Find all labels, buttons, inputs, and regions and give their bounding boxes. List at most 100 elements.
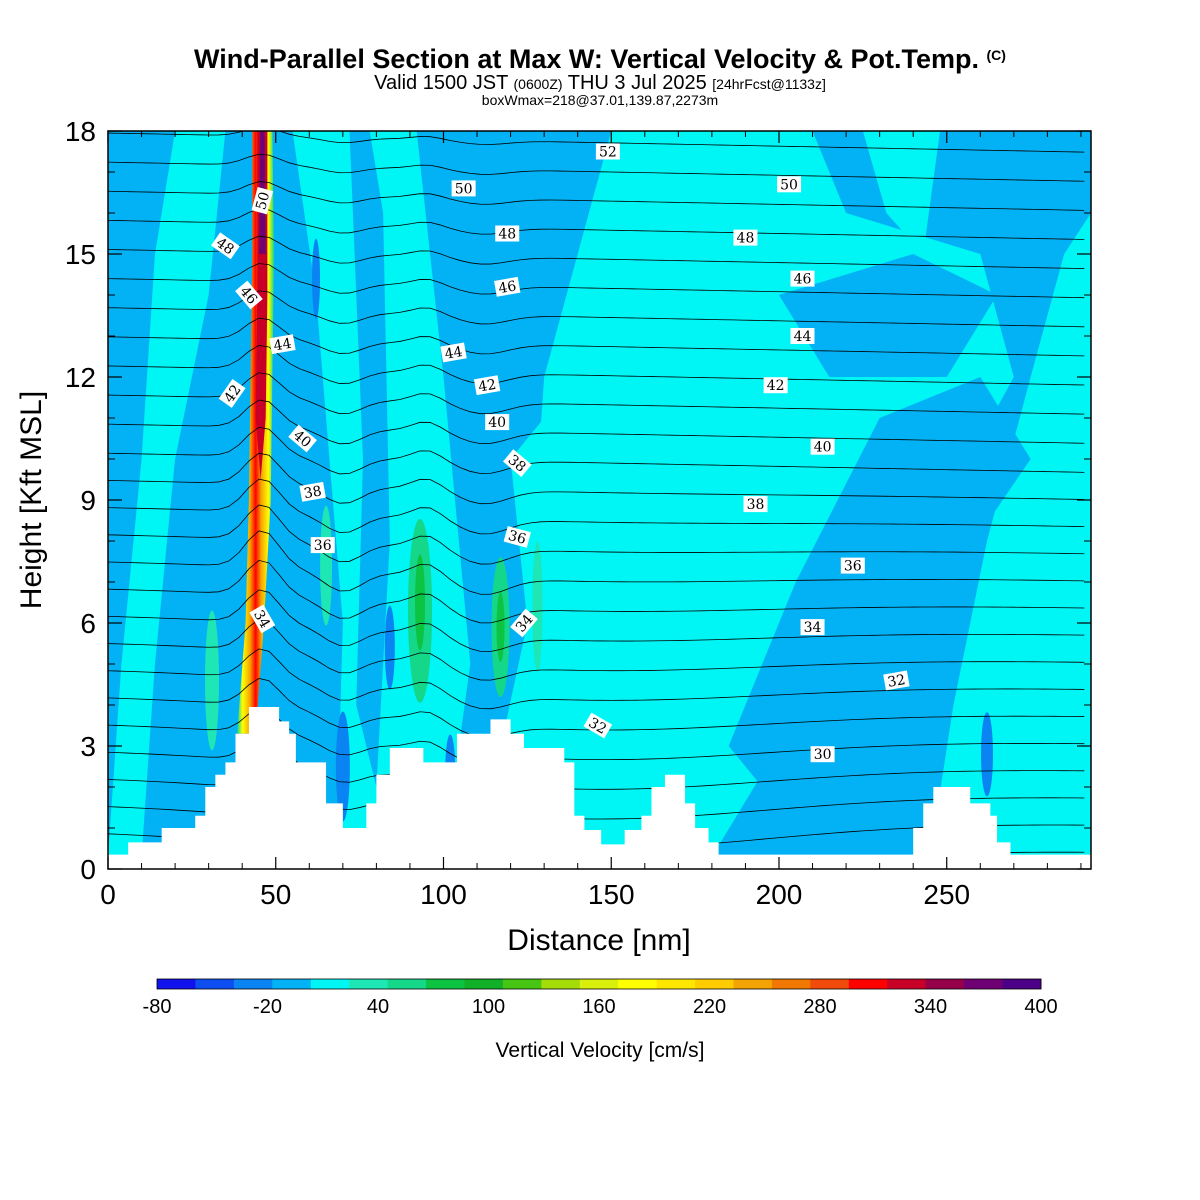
colorbar-swatch bbox=[1002, 979, 1042, 989]
x-axis-label: Distance [nm] bbox=[507, 924, 690, 957]
contour-label-bg bbox=[777, 176, 802, 193]
contour-label-bg bbox=[800, 619, 825, 636]
valid-time: Valid 1500 JST (0600Z) THU 3 Jul 2025 [2… bbox=[0, 72, 1200, 95]
x-tick-label: 200 bbox=[756, 879, 803, 910]
contour-label-bg bbox=[451, 180, 476, 197]
contour-label-bg bbox=[251, 187, 274, 215]
colorbar-swatch bbox=[695, 979, 735, 989]
contour-label: 36 bbox=[310, 537, 335, 554]
contour-label-text: 50 bbox=[455, 181, 473, 197]
downdraft-region bbox=[728, 377, 1031, 787]
contour-label-bg bbox=[510, 608, 538, 638]
colorbar-swatch bbox=[157, 979, 196, 989]
contour-label-text: 36 bbox=[844, 559, 862, 575]
theta-contour-line bbox=[108, 344, 1085, 386]
colorbar-swatch bbox=[541, 979, 581, 989]
contour-label: 32 bbox=[583, 712, 613, 739]
colorbar-tick-label: 340 bbox=[914, 996, 947, 1018]
contour-label: 44 bbox=[790, 328, 815, 345]
contour-label-bg bbox=[211, 232, 240, 260]
contour-label-bg bbox=[883, 670, 910, 691]
contour-label: 38 bbox=[743, 496, 768, 513]
colorbar: -80 -20 40 100 160 220 280 340 400 Vertical Veloc… bbox=[143, 978, 1058, 1062]
colorbar-label: Vertical Velocity [cm/s] bbox=[496, 1039, 705, 1062]
theta-contour-line bbox=[108, 589, 1085, 652]
theta-contour-line bbox=[108, 153, 1085, 182]
y-tick-label: 3 bbox=[80, 731, 96, 762]
contour-label-bg bbox=[763, 377, 788, 394]
downdraft-cell bbox=[335, 711, 350, 822]
theta-contour-line bbox=[108, 452, 1085, 505]
colorbar-swatch bbox=[502, 979, 542, 989]
contour-label: 42 bbox=[473, 375, 501, 396]
copyright-mark: (C) bbox=[986, 47, 1006, 63]
updraft-cell bbox=[496, 592, 505, 663]
terrain-shape bbox=[108, 707, 1091, 869]
theta-contour-line bbox=[108, 235, 1085, 269]
contour-label-bg bbox=[494, 276, 521, 297]
contour-label-bg bbox=[310, 537, 335, 554]
downdraft-cell bbox=[384, 605, 395, 690]
contour-label-bg bbox=[502, 449, 532, 477]
colorbar-swatch bbox=[810, 979, 850, 989]
colorbar-tick-label: 220 bbox=[693, 996, 726, 1018]
y-tick-label: 6 bbox=[80, 608, 96, 639]
colorbar-swatch bbox=[656, 979, 696, 989]
contour-label: 46 bbox=[494, 276, 521, 297]
y-tick-label: 15 bbox=[65, 239, 96, 270]
contour-label-bg bbox=[249, 604, 276, 634]
colorbar-tick-label: 40 bbox=[367, 996, 389, 1018]
contour-label-bg bbox=[299, 481, 326, 502]
contour-label-text: 38 bbox=[747, 497, 765, 513]
theta-contour-line bbox=[108, 478, 1085, 535]
y-tick-label: 18 bbox=[65, 116, 96, 147]
theta-contour-line bbox=[108, 181, 1085, 211]
theta-contour-line bbox=[108, 399, 1085, 445]
contour-label-text: 40 bbox=[814, 440, 832, 456]
contour-label-bg bbox=[733, 229, 758, 246]
contour-label: 40 bbox=[485, 414, 510, 431]
colorbar-tick-label: -20 bbox=[253, 996, 282, 1018]
x-tick-label: 100 bbox=[420, 879, 467, 910]
contour-label-bg bbox=[235, 280, 263, 310]
contour-label-text: 40 bbox=[488, 415, 506, 431]
contour-label-text: 32 bbox=[586, 715, 609, 738]
contour-label-bg bbox=[790, 328, 815, 344]
y-tick-label: 0 bbox=[80, 854, 96, 885]
x-tick-label: 250 bbox=[923, 879, 970, 910]
contour-label-text: 36 bbox=[506, 528, 527, 548]
contour-label-bg bbox=[810, 438, 835, 455]
downdraft-cell bbox=[980, 712, 993, 797]
contour-label: 50 bbox=[251, 187, 274, 215]
downdraft-region bbox=[778, 254, 998, 377]
colorbar-swatch bbox=[272, 979, 312, 989]
colorbar-frame bbox=[156, 978, 1042, 990]
theta-contour-line bbox=[108, 317, 1085, 357]
y-axis-label: Height [Kft MSL] bbox=[15, 391, 48, 609]
x-tick-label: 150 bbox=[588, 879, 635, 910]
box-info: boxWmax=218@37.01,139.87,2273m bbox=[481, 92, 719, 108]
theta-contour-line bbox=[108, 559, 1085, 624]
theta-contour-line bbox=[108, 504, 1085, 565]
contour-label-text: 34 bbox=[250, 608, 273, 632]
forecast-info: [24hrFcst@1133z] bbox=[712, 76, 826, 92]
contour-label-text: 34 bbox=[804, 620, 822, 636]
terrain bbox=[108, 707, 1091, 869]
contour-label-text: 48 bbox=[737, 231, 755, 247]
colorbar-swatch bbox=[310, 979, 350, 989]
colorbar-swatch bbox=[618, 979, 658, 989]
updraft-region bbox=[108, 131, 226, 857]
contour-label-text: 30 bbox=[814, 747, 832, 763]
colorbar-tick-label: 160 bbox=[582, 996, 615, 1018]
contour-label-text: 46 bbox=[794, 272, 812, 288]
contour-label-bg bbox=[440, 342, 467, 363]
contour-label-bg bbox=[218, 378, 246, 408]
contour-label-text: 38 bbox=[303, 483, 323, 502]
y-tick-label: 12 bbox=[65, 362, 96, 393]
downdraft-cell bbox=[312, 238, 321, 319]
colorbar-tick-label: 100 bbox=[472, 996, 505, 1018]
colorbar-tick-label: 400 bbox=[1024, 996, 1057, 1018]
valid-date: THU 3 Jul 2025 bbox=[567, 72, 707, 94]
chart-title: Wind-Parallel Section at Max W: Vertical… bbox=[0, 44, 1200, 75]
